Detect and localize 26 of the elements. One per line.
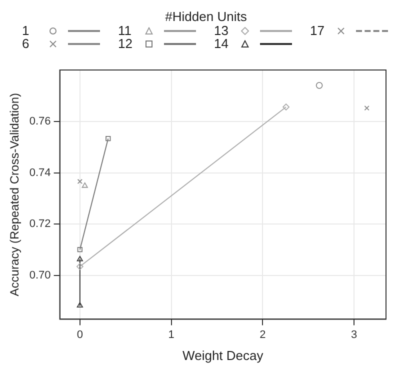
point	[316, 82, 323, 89]
y-tick-label: 0.74	[29, 166, 51, 179]
legend-label: 11	[118, 23, 132, 38]
y-tick-label: 0.72	[29, 218, 51, 230]
legend-label: 17	[310, 23, 326, 38]
legend-label: 1	[22, 23, 30, 38]
x-tick-label: 3	[350, 328, 358, 341]
x-axis-title: Weight Decay	[182, 348, 264, 363]
y-tick-label: 0.76	[29, 115, 51, 128]
point	[77, 178, 82, 184]
legend-label: 12	[118, 36, 134, 51]
x-tick-label: 2	[260, 328, 266, 341]
point	[106, 136, 111, 142]
legend-label: 6	[22, 36, 30, 51]
point	[77, 247, 82, 252]
point	[76, 263, 84, 270]
x-tick-label: 1	[168, 328, 174, 341]
legend-title: #Hidden Units	[164, 9, 248, 24]
y-axis-title: Accuracy (Repeated Cross-Validation)	[8, 93, 22, 296]
y-tick-label: 0.70	[29, 270, 51, 282]
point	[364, 105, 370, 111]
legend-label: 13	[214, 23, 230, 38]
point	[282, 104, 290, 110]
x-tick-label: 0	[76, 328, 83, 341]
point	[82, 182, 88, 188]
legend-label: 14	[214, 36, 230, 51]
